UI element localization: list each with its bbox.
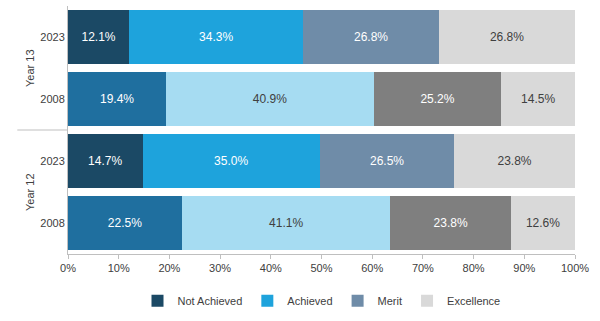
svg-text:26.8%: 26.8% xyxy=(490,30,524,44)
svg-text:40%: 40% xyxy=(260,262,282,274)
svg-text:2008: 2008 xyxy=(40,93,64,105)
svg-text:2023: 2023 xyxy=(40,155,64,167)
svg-text:14.5%: 14.5% xyxy=(521,92,555,106)
svg-text:35.0%: 35.0% xyxy=(214,154,248,168)
svg-text:26.8%: 26.8% xyxy=(354,30,388,44)
svg-text:Year 13: Year 13 xyxy=(24,49,36,87)
svg-text:80%: 80% xyxy=(463,262,485,274)
svg-text:70%: 70% xyxy=(412,262,434,274)
svg-text:25.2%: 25.2% xyxy=(420,92,454,106)
svg-text:23.8%: 23.8% xyxy=(497,154,531,168)
svg-text:40.9%: 40.9% xyxy=(253,92,287,106)
svg-text:Year 12: Year 12 xyxy=(24,173,36,211)
svg-text:2008: 2008 xyxy=(40,217,64,229)
svg-text:14.7%: 14.7% xyxy=(88,154,122,168)
svg-text:10%: 10% xyxy=(108,262,130,274)
svg-text:22.5%: 22.5% xyxy=(108,216,142,230)
svg-text:Not Achieved: Not Achieved xyxy=(178,295,243,307)
svg-text:90%: 90% xyxy=(513,262,535,274)
svg-text:26.5%: 26.5% xyxy=(370,154,404,168)
svg-text:19.4%: 19.4% xyxy=(100,92,134,106)
svg-text:0%: 0% xyxy=(60,262,76,274)
svg-text:60%: 60% xyxy=(361,262,383,274)
svg-text:23.8%: 23.8% xyxy=(434,216,468,230)
svg-text:34.3%: 34.3% xyxy=(199,30,233,44)
svg-text:41.1%: 41.1% xyxy=(269,216,303,230)
svg-text:20%: 20% xyxy=(158,262,180,274)
svg-text:30%: 30% xyxy=(209,262,231,274)
svg-text:12.6%: 12.6% xyxy=(526,216,560,230)
svg-text:12.1%: 12.1% xyxy=(81,30,115,44)
svg-text:Achieved: Achieved xyxy=(287,295,332,307)
svg-text:2023: 2023 xyxy=(40,31,64,43)
svg-text:Excellence: Excellence xyxy=(447,295,500,307)
svg-text:50%: 50% xyxy=(310,262,332,274)
svg-text:100%: 100% xyxy=(561,262,589,274)
svg-text:Merit: Merit xyxy=(378,295,402,307)
